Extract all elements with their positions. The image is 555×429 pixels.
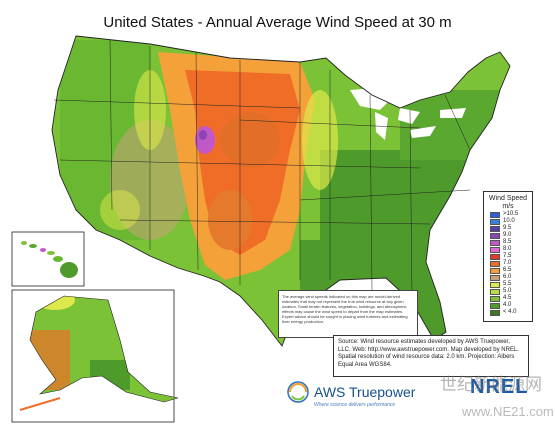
- legend-swatch: [490, 275, 500, 281]
- legend-entry: 9.0: [490, 232, 530, 239]
- legend-label: 9.0: [503, 232, 512, 238]
- legend-label: 8.0: [503, 246, 512, 252]
- legend-entry: 5.0: [490, 288, 530, 295]
- legend-entry: < 4.0: [490, 309, 530, 316]
- legend-entry: 6.5: [490, 267, 530, 274]
- aws-name: AWS Truepower: [314, 384, 416, 400]
- aws-logo-mark: [287, 381, 309, 403]
- legend-entry: 8.5: [490, 239, 530, 246]
- legend-label: 4.5: [503, 295, 512, 301]
- legend-label: 9.5: [503, 225, 512, 231]
- legend-label: 5.5: [503, 281, 512, 287]
- legend-entry: >10.5: [490, 211, 530, 218]
- legend-entry: 8.0: [490, 246, 530, 253]
- legend-label: 4.0: [503, 302, 512, 308]
- legend-swatch: [490, 212, 500, 218]
- legend-swatch: [490, 289, 500, 295]
- aws-truepower-logo: AWS Truepower Where science delivers per…: [286, 378, 456, 418]
- legend-entry: 6.0: [490, 274, 530, 281]
- legend-label: 6.0: [503, 274, 512, 280]
- legend-label: 6.5: [503, 267, 512, 273]
- legend-swatch: [490, 303, 500, 309]
- legend-swatch: [490, 282, 500, 288]
- source-box: Source: Wind resource estimates develope…: [333, 335, 529, 377]
- legend-entry: 4.0: [490, 302, 530, 309]
- legend-swatch: [490, 254, 500, 260]
- legend-swatch: [490, 296, 500, 302]
- legend-label: < 4.0: [503, 309, 517, 315]
- aws-tagline: Where science delivers performance: [314, 402, 396, 408]
- legend-entry: 7.5: [490, 253, 530, 260]
- legend-label: 7.5: [503, 253, 512, 259]
- us-outline: [51, 35, 511, 347]
- map-title: United States - Annual Average Wind Spee…: [103, 14, 452, 31]
- legend-swatch: [490, 310, 500, 316]
- watermark-url: www.NE21.com: [462, 404, 554, 419]
- legend-entry: 5.5: [490, 281, 530, 288]
- wind-speed-legend: Wind Speed m/s >10.5 10.0 9.5 9.0 8.5 8.0 7.5 7…: [483, 191, 533, 322]
- legend-swatch: [490, 233, 500, 239]
- nrel-logo: NREL: [470, 376, 529, 398]
- aleutian-chain: [19, 397, 61, 411]
- legend-label: 8.5: [503, 239, 512, 245]
- state-borders: [53, 39, 471, 301]
- legend-swatch: [490, 268, 500, 274]
- legend-swatch: [490, 226, 500, 232]
- legend-swatch: [490, 219, 500, 225]
- watermark-text: 世纪新能源网: [440, 375, 542, 394]
- alaska-outline: [29, 295, 179, 403]
- legend-label: 10.0: [503, 218, 515, 224]
- legend-swatch: [490, 261, 500, 267]
- legend-entry: 10.0: [490, 218, 530, 225]
- legend-label: >10.5: [503, 211, 519, 217]
- disclaimer-note: The average wind speeds indicated on thi…: [278, 290, 418, 338]
- legend-unit: m/s: [502, 203, 514, 210]
- legend-entry: 7.0: [490, 260, 530, 267]
- hawaii-inset: [11, 231, 85, 287]
- hawaii-islands: [21, 241, 78, 278]
- legend-label: 5.0: [503, 288, 512, 294]
- legend-label: 7.0: [503, 260, 512, 266]
- legend-swatch: [490, 247, 500, 253]
- legend-swatch: [490, 240, 500, 246]
- legend-title: Wind Speed: [488, 195, 528, 202]
- legend-entry: 9.5: [490, 225, 530, 232]
- legend-entry: 4.5: [490, 295, 530, 302]
